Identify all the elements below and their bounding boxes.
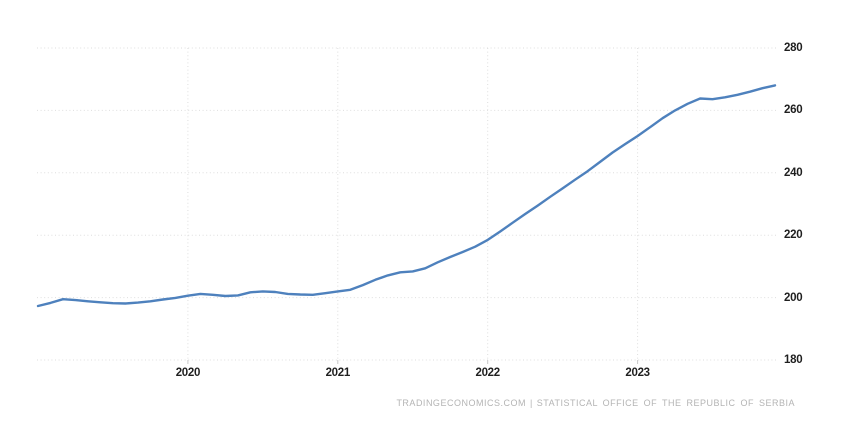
- x-axis-tick-label: 2022: [475, 367, 500, 379]
- y-axis-tick-label: 200: [784, 291, 803, 304]
- y-axis-tick-label: 280: [784, 42, 803, 54]
- y-axis-tick-label: 240: [784, 166, 803, 179]
- x-axis-tick-label: 2021: [325, 367, 351, 379]
- attribution-site: TRADINGECONOMICS.COM: [396, 398, 526, 408]
- data-series-line: [36, 84, 777, 308]
- x-axis-tick-label: 2020: [175, 367, 201, 379]
- x-axis-tick-label: 2023: [625, 367, 650, 379]
- attribution-provider: STATISTICAL OFFICE OF THE REPUBLIC OF SE…: [536, 398, 795, 408]
- y-axis-tick-label: 180: [784, 354, 803, 366]
- y-axis-tick-label: 220: [784, 229, 803, 242]
- attribution: TRADINGECONOMICS.COM | STATISTICAL OFFICE …: [396, 398, 795, 408]
- y-axis-tick-label: 260: [784, 104, 803, 117]
- attribution-separator: |: [529, 398, 533, 408]
